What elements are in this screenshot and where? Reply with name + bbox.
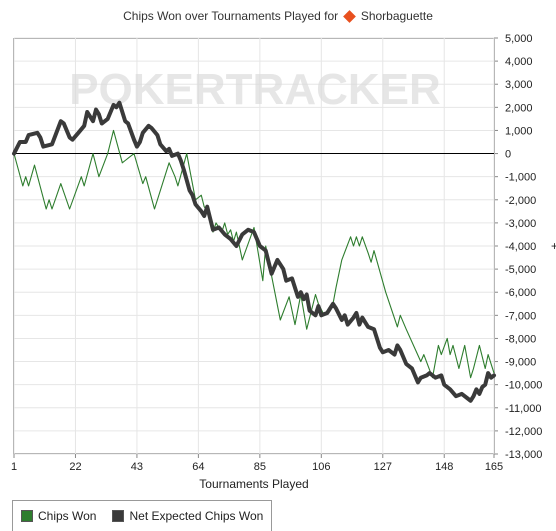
y-tick-label: -10,000 bbox=[505, 380, 542, 392]
y-tick-label: -11,000 bbox=[505, 403, 542, 415]
x-tick-label: 106 bbox=[312, 461, 330, 473]
gridlines bbox=[13, 37, 498, 458]
x-tick-label: 43 bbox=[131, 461, 143, 473]
y-tick-label: -2,000 bbox=[505, 195, 536, 207]
y-tick-label: -13,000 bbox=[505, 449, 542, 461]
x-tick-label: 148 bbox=[435, 461, 453, 473]
y-tick-label: -12,000 bbox=[505, 426, 542, 438]
series-line-chips-won bbox=[13, 129, 495, 379]
x-axis-label: Tournaments Played bbox=[199, 477, 308, 491]
legend-label-net-expected: Net Expected Chips Won bbox=[129, 509, 264, 523]
player-name: Shorbaguette bbox=[360, 9, 433, 23]
legend-swatch-chips-won bbox=[21, 510, 33, 522]
y-tick-label: -3,000 bbox=[505, 218, 536, 230]
legend: Chips Won Net Expected Chips Won bbox=[12, 500, 273, 531]
y-tick-label: 4,000 bbox=[505, 56, 533, 68]
y-tick-label: 2,000 bbox=[505, 102, 533, 114]
y-tick-label: 5,000 bbox=[505, 33, 533, 45]
series-line-net-expected bbox=[12, 100, 496, 403]
y-tick-label: -4,000 bbox=[505, 241, 536, 253]
y-tick-label: 0 bbox=[505, 149, 511, 161]
legend-item-chips-won[interactable]: Chips Won bbox=[21, 509, 96, 523]
x-tick-label: 22 bbox=[69, 461, 81, 473]
x-axis-tick-labels: 1 22 43 64 85 106 127 148 165 bbox=[11, 461, 503, 473]
x-tick-label: 165 bbox=[485, 461, 503, 473]
x-tick-label: 85 bbox=[254, 461, 266, 473]
x-tick-label: 64 bbox=[192, 461, 204, 473]
y-tick-label: -1,000 bbox=[505, 172, 536, 184]
y-tick-label: 3,000 bbox=[505, 79, 533, 91]
x-tick-label: 1 bbox=[11, 461, 17, 473]
y-axis-tick-labels: 5,000 4,000 3,000 2,000 1,000 0 -1,000 -2,000 -3… bbox=[505, 33, 542, 461]
legend-label-chips-won: Chips Won bbox=[38, 509, 97, 523]
y-tick-label: -7,000 bbox=[505, 310, 536, 322]
legend-item-net-expected[interactable]: Net Expected Chips Won bbox=[112, 509, 263, 523]
y-tick-label: -9,000 bbox=[505, 357, 536, 369]
chart-title: Chips Won over Tournaments Played for Sh… bbox=[0, 9, 556, 23]
y-tick-label: -5,000 bbox=[505, 264, 536, 276]
y-axis-edge-mark: + bbox=[551, 239, 556, 253]
chart-title-text: Chips Won over Tournaments Played for bbox=[123, 9, 339, 23]
y-tick-label: 1,000 bbox=[505, 125, 533, 137]
legend-swatch-net-expected bbox=[112, 510, 125, 522]
y-tick-label: -6,000 bbox=[505, 287, 536, 299]
x-tick-label: 127 bbox=[374, 461, 392, 473]
y-tick-label: -8,000 bbox=[505, 333, 536, 345]
watermark: POKERTRACKER bbox=[69, 65, 441, 114]
